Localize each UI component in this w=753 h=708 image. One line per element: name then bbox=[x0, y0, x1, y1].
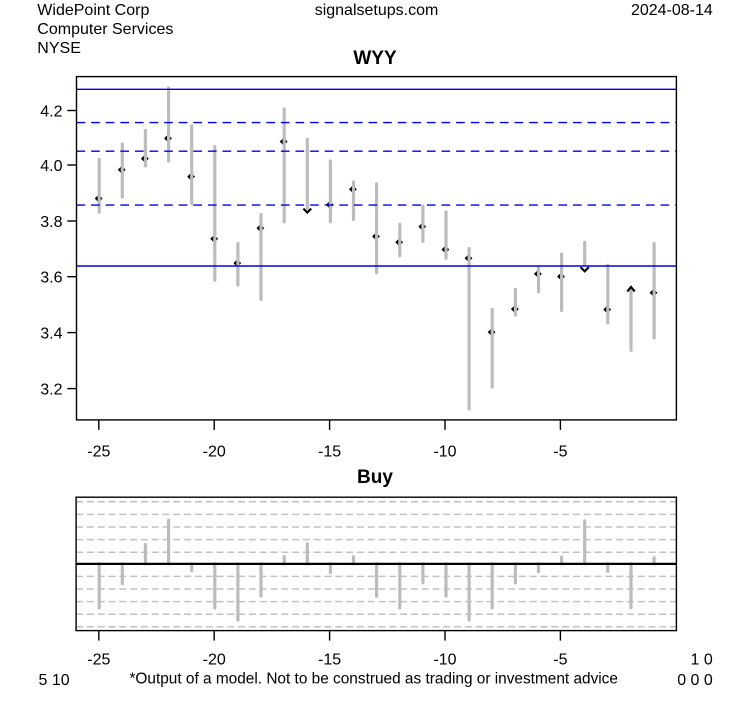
svg-text:*Output of a model. Not to be: *Output of a model. Not to be construed … bbox=[129, 671, 618, 688]
svg-text:-15: -15 bbox=[318, 444, 341, 461]
svg-text:3.2: 3.2 bbox=[40, 382, 62, 399]
svg-text:4.0: 4.0 bbox=[40, 158, 62, 175]
svg-text:NYSE: NYSE bbox=[37, 40, 81, 57]
svg-text:Computer Services: Computer Services bbox=[37, 21, 173, 38]
svg-text:-10: -10 bbox=[433, 444, 456, 461]
svg-text:3.8: 3.8 bbox=[40, 214, 62, 231]
svg-text:3.4: 3.4 bbox=[40, 326, 62, 343]
svg-text:signalsetups.com: signalsetups.com bbox=[315, 2, 439, 19]
svg-text:1 0: 1 0 bbox=[691, 652, 713, 669]
svg-text:-20: -20 bbox=[203, 444, 226, 461]
svg-text:0 0 0: 0 0 0 bbox=[677, 672, 713, 689]
svg-text:-15: -15 bbox=[318, 651, 341, 668]
svg-text:5 10: 5 10 bbox=[39, 672, 70, 689]
svg-text:Buy: Buy bbox=[357, 467, 393, 488]
svg-text:2024-08-14: 2024-08-14 bbox=[631, 2, 713, 19]
svg-text:-5: -5 bbox=[553, 651, 567, 668]
svg-text:3.6: 3.6 bbox=[40, 270, 62, 287]
svg-text:WidePoint Corp: WidePoint Corp bbox=[37, 2, 149, 19]
svg-text:-5: -5 bbox=[553, 444, 567, 461]
svg-text:-25: -25 bbox=[87, 651, 110, 668]
svg-text:4.2: 4.2 bbox=[40, 104, 62, 121]
svg-text:-20: -20 bbox=[203, 651, 226, 668]
svg-text:WYY: WYY bbox=[353, 48, 397, 69]
svg-text:-10: -10 bbox=[433, 651, 456, 668]
svg-text:-25: -25 bbox=[87, 444, 110, 461]
